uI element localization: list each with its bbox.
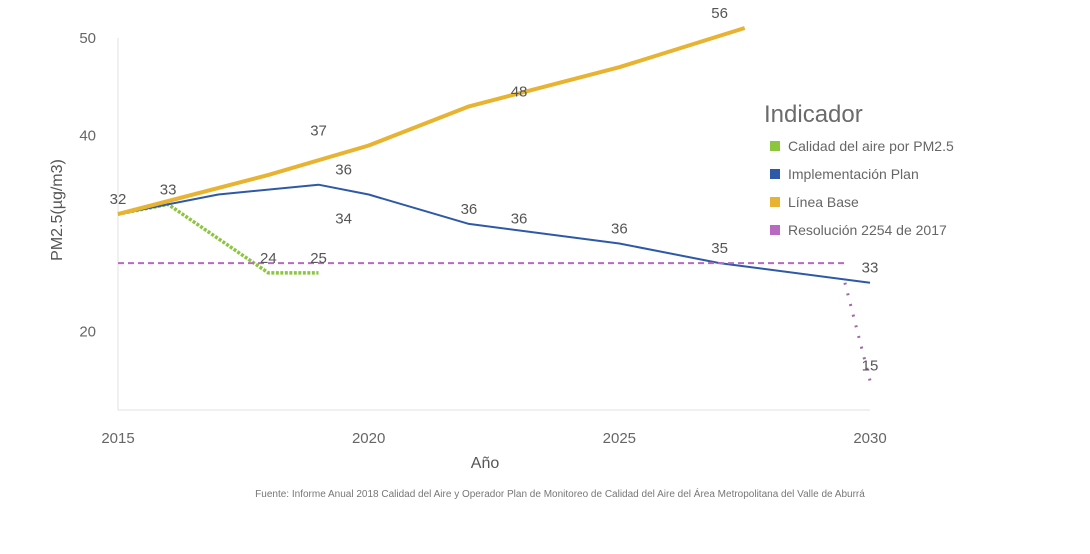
legend-swatch — [770, 225, 780, 235]
data-label: 36 — [335, 162, 352, 179]
x-tick-label: 2015 — [101, 430, 134, 447]
axes — [117, 38, 870, 411]
legend-item-label: Calidad del aire por PM2.5 — [788, 138, 954, 154]
series-line-1 — [117, 183, 871, 284]
data-label: 36 — [461, 201, 478, 218]
x-tick-labels: 2015 2020 2025 2030 — [101, 430, 886, 447]
data-label: 15 — [862, 358, 879, 375]
data-label: 24 — [260, 250, 277, 267]
x-tick-label: 2025 — [603, 430, 636, 447]
data-label: 34 — [335, 211, 352, 228]
y-tick-label: 50 — [79, 30, 96, 47]
data-label: 56 — [711, 5, 728, 22]
series-line-2 — [117, 26, 746, 217]
y-tick-label: 20 — [79, 324, 96, 341]
data-label: 33 — [160, 181, 177, 198]
legend-item-label: Implementación Plan — [788, 166, 919, 182]
data-label: 37 — [310, 123, 327, 140]
data-label: 48 — [511, 83, 528, 100]
y-tick-label: 40 — [79, 128, 96, 145]
legend-swatch — [770, 169, 780, 179]
x-axis-title: Año — [471, 455, 500, 472]
data-label: 32 — [110, 191, 127, 208]
data-label: 36 — [611, 220, 628, 237]
y-tick-labels: 20 40 50 — [79, 30, 96, 341]
x-tick-label: 2020 — [352, 430, 385, 447]
data-label: 36 — [511, 211, 528, 228]
y-axis-title: PM2.5(µg/m3) — [49, 159, 66, 261]
source-note: Fuente: Informe Anual 2018 Calidad del A… — [255, 487, 865, 500]
legend-swatch — [770, 197, 780, 207]
data-label: 33 — [862, 260, 879, 277]
x-tick-label: 2030 — [853, 430, 886, 447]
legend: Indicador Calidad del aire por PM2.5 Impl… — [764, 101, 954, 238]
series-lines — [117, 26, 872, 381]
data-label: 25 — [310, 250, 327, 267]
data-label: 35 — [711, 240, 728, 257]
legend-title: Indicador — [764, 101, 863, 128]
legend-swatch — [770, 141, 780, 151]
legend-item-label: Resolución 2254 de 2017 — [788, 222, 947, 238]
legend-item-label: Línea Base — [788, 194, 859, 210]
data-labels: 32 24 25 33 36 34 36 36 36 35 33 37 48 56 15 — [110, 5, 879, 375]
